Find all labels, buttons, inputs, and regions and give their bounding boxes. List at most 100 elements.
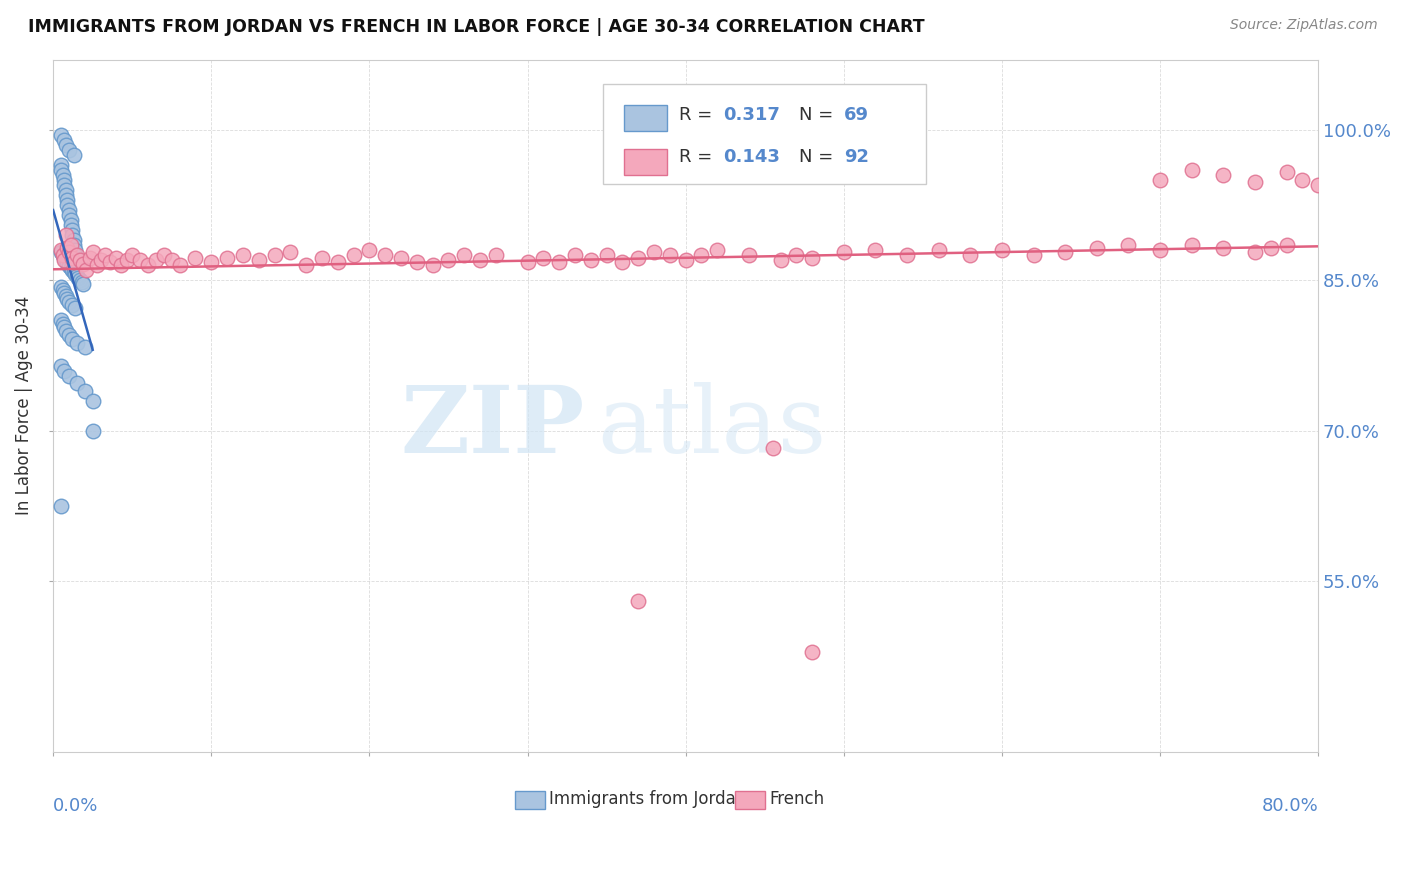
Point (58, 327, 80, 342)
Point (66, 335, 89, 350)
Point (49, 128, 72, 142)
Point (56, 241, 79, 255)
Point (801, 644, 824, 658)
Point (53, 253, 76, 268)
Point (56, 198, 79, 212)
Text: 80.0%: 80.0% (1261, 797, 1319, 815)
Point (738, 248, 761, 262)
Point (49, 280, 72, 294)
Point (1212, 168, 1234, 182)
Point (531, 252, 554, 266)
Point (56, 193, 79, 207)
Point (75, 263, 97, 277)
Point (110, 258, 132, 272)
Point (60, 298, 83, 312)
Point (56, 293, 79, 307)
Text: IMMIGRANTS FROM JORDAN VS FRENCH IN LABOR FORCE | AGE 30-34 CORRELATION CHART: IMMIGRANTS FROM JORDAN VS FRENCH IN LABO… (28, 18, 925, 36)
Point (62, 238, 84, 252)
Point (59, 213, 82, 227)
Point (232, 248, 254, 262)
Text: Immigrants from Jordan: Immigrants from Jordan (548, 790, 747, 808)
Point (58, 203, 80, 218)
Point (832, 245, 855, 260)
Text: 0.143: 0.143 (724, 147, 780, 166)
Text: 0.0%: 0.0% (53, 797, 98, 815)
Point (60, 263, 83, 277)
Point (359, 244, 381, 258)
Point (295, 258, 318, 272)
Point (60, 223, 83, 237)
Point (49, 163, 72, 178)
Point (62, 148, 84, 162)
Point (52, 168, 75, 182)
Point (79, 252, 101, 266)
Point (612, 255, 634, 269)
Point (65, 244, 87, 258)
Point (928, 244, 950, 258)
Point (117, 253, 139, 268)
Point (121, 248, 143, 262)
Point (1118, 238, 1140, 252)
Point (82, 393, 104, 408)
Text: N =: N = (800, 147, 839, 166)
Point (86, 258, 108, 272)
Point (98, 255, 121, 269)
Point (52, 284, 75, 298)
FancyBboxPatch shape (624, 105, 666, 131)
Point (82, 245, 104, 260)
Point (82, 424, 104, 438)
Point (1244, 175, 1267, 189)
Point (55, 289, 77, 303)
Text: ZIP: ZIP (401, 382, 585, 472)
Point (55, 188, 77, 202)
Point (896, 248, 918, 262)
Point (62, 255, 84, 269)
Point (53, 252, 76, 266)
Point (564, 248, 586, 262)
Point (658, 248, 681, 262)
Point (49, 244, 72, 258)
Text: 0.317: 0.317 (724, 106, 780, 124)
Point (200, 255, 222, 269)
Point (1275, 238, 1298, 252)
Point (278, 245, 301, 260)
Point (105, 252, 128, 266)
Text: N =: N = (800, 106, 839, 124)
Text: 92: 92 (844, 147, 869, 166)
Point (55, 228, 77, 243)
Point (247, 253, 270, 268)
Point (72, 277, 94, 292)
Point (1022, 248, 1045, 262)
Point (169, 258, 191, 272)
Point (311, 252, 333, 266)
Point (595, 248, 617, 262)
Point (1212, 241, 1234, 255)
Point (53, 320, 76, 334)
Point (58, 368, 80, 383)
Point (342, 248, 364, 262)
Point (66, 253, 89, 268)
Point (675, 253, 697, 268)
Point (55, 183, 77, 197)
Point (405, 255, 427, 269)
Point (49, 245, 72, 260)
Point (627, 252, 650, 266)
Point (160, 253, 183, 268)
Point (1291, 173, 1313, 187)
Point (65, 268, 87, 282)
Point (94, 248, 117, 262)
Point (60, 332, 83, 346)
Point (49, 359, 72, 373)
Point (326, 255, 349, 269)
Point (579, 253, 602, 268)
Point (1085, 241, 1108, 255)
Point (49, 499, 72, 513)
Point (70, 276, 93, 290)
Point (389, 252, 412, 266)
Point (516, 255, 538, 269)
Text: Source: ZipAtlas.com: Source: ZipAtlas.com (1230, 18, 1378, 32)
Point (769, 253, 792, 268)
Point (53, 286, 76, 301)
Point (422, 258, 444, 272)
FancyBboxPatch shape (624, 149, 666, 175)
